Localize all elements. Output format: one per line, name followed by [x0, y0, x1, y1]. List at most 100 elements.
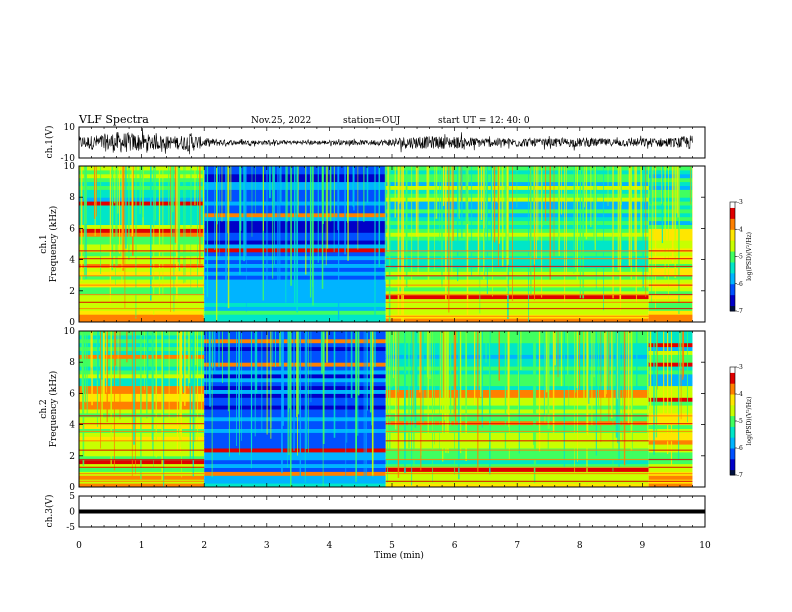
spec2-striation [663, 331, 665, 415]
spec1-line [79, 275, 205, 277]
colorbar-cell [730, 370, 735, 373]
spec2-striation [239, 331, 241, 456]
wave1-ytick-label: -10 [61, 154, 76, 164]
spec2-band [385, 451, 649, 457]
spec2-striation [282, 331, 284, 426]
spec2-striation [518, 331, 520, 454]
spec2-striation [546, 331, 548, 393]
spec1-striation [290, 166, 292, 286]
colorbar-cell [730, 234, 735, 238]
spec2-striation [419, 331, 421, 393]
spec2-striation [241, 331, 242, 441]
spec2-striation [100, 331, 102, 449]
spec1-striation [399, 166, 401, 204]
colorbar-cell [730, 283, 735, 287]
colorbar-cell [730, 247, 735, 250]
spec2-band [648, 381, 693, 387]
spec2-striation [427, 331, 429, 434]
spec1-striation [579, 166, 581, 299]
spec1-striation [451, 166, 453, 277]
spec1-striation [177, 166, 180, 263]
colorbar-cell [730, 388, 735, 391]
colorbar-cell [730, 374, 735, 377]
spec2-band [385, 416, 649, 422]
spec1-striation [363, 166, 365, 222]
spec1-band [385, 255, 649, 261]
spec1-striation [312, 166, 314, 306]
spec1-striation [80, 166, 83, 282]
spec2-striation [439, 331, 440, 460]
spec1-striation [93, 166, 96, 219]
spec2-striation [465, 331, 467, 424]
spec1-striation [173, 166, 175, 312]
spec2-striation [420, 331, 422, 471]
spec1-striation [483, 166, 485, 228]
spec2-band [204, 436, 386, 441]
spec2-striation [82, 331, 84, 395]
spec1-striation [95, 166, 96, 202]
spec2-band [385, 432, 649, 437]
spec2-striation [538, 331, 541, 452]
colorbar-cell [730, 240, 735, 243]
colorbar-cell [730, 410, 735, 413]
spec2-band [648, 373, 693, 379]
spec2-striation [441, 331, 443, 398]
spec1-striation [628, 166, 631, 267]
colorbar-cell [730, 435, 735, 438]
spec2-striation [445, 331, 447, 453]
colorbar-cell [730, 376, 735, 379]
spec2-striation [441, 331, 444, 462]
spec1-band [79, 224, 205, 229]
spec2-striation [168, 331, 170, 419]
spec2-striation [404, 331, 406, 374]
spec1-line [648, 284, 693, 286]
spec1-striation [154, 166, 156, 221]
spec1-band [385, 212, 649, 218]
colorbar-cell [730, 231, 735, 234]
spec1-band [385, 275, 649, 280]
spec2-striation [647, 331, 649, 434]
spec2-striation [657, 331, 658, 390]
spec2-band [648, 331, 693, 336]
colorbar-cell [730, 280, 735, 283]
spec1-striation [140, 166, 142, 198]
spec1-line [79, 301, 205, 303]
spec1-band [385, 298, 649, 303]
spec2-striation [82, 331, 83, 417]
spec1-ytick-label: 2 [69, 287, 75, 297]
colorbar-cell [730, 258, 735, 261]
spec1-band [385, 224, 649, 229]
spec1-striation [690, 166, 692, 223]
spec1-striation [116, 166, 118, 267]
spec2-band [204, 424, 386, 429]
spec2-band [648, 397, 693, 402]
colorbar-cell [730, 448, 735, 451]
colorbar-cell [730, 467, 735, 471]
colorbar-cell [730, 406, 735, 409]
spec2-band [204, 416, 386, 422]
colorbar-cell [730, 305, 735, 308]
spec2-striation [449, 331, 452, 427]
spec1-striation [230, 166, 232, 202]
spec2-band [385, 366, 649, 371]
spec1-striation [620, 166, 622, 263]
spec1-striation [204, 166, 206, 289]
colorbar-cell [730, 269, 735, 272]
colorbar-tick-label: -7 [737, 472, 743, 479]
spec2-striation [576, 331, 578, 388]
spec2-striation [459, 331, 461, 387]
spec2-striation [622, 331, 624, 442]
spec2-striation [583, 331, 585, 401]
spec2-striation [552, 331, 555, 433]
spec1-striation [190, 166, 192, 294]
spec1-striation [178, 166, 181, 272]
time-axis: 0 1 2 3 4 5 6 7 8 9 10 [76, 541, 711, 551]
spec2-band [204, 397, 386, 402]
colorbar-cell [730, 379, 735, 382]
spec1-striation [225, 166, 227, 304]
spec2-band [385, 334, 649, 340]
spec2-band [204, 401, 386, 406]
spec1-band [648, 279, 693, 284]
colorbar-cell [730, 385, 735, 388]
spec2-striation [447, 331, 449, 454]
